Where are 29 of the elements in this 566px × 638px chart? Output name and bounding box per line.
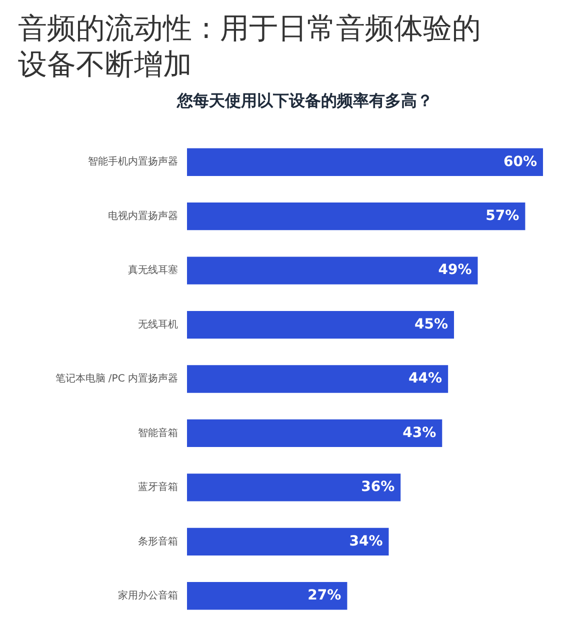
data-label: 57%: [486, 208, 520, 224]
y-tick-label: 无线耳机: [138, 318, 178, 330]
data-label: 27%: [308, 588, 342, 604]
chart-title: 音频的流动性 : 用于日常音频体验的设备不断增加: [18, 10, 482, 82]
data-label: 43%: [402, 424, 436, 441]
bar: [187, 148, 543, 176]
bar: [187, 528, 389, 556]
data-label: 45%: [414, 316, 448, 332]
data-label: 34%: [349, 533, 383, 550]
chart-subtitle: 您每天使用以下设备的频率有多高？: [177, 91, 433, 111]
data-label: 60%: [503, 154, 537, 170]
y-tick-label: 条形音箱: [138, 535, 178, 548]
bar: [187, 474, 401, 502]
bar: [187, 256, 478, 284]
bar: [187, 419, 442, 448]
bar: [187, 365, 448, 393]
bar: [187, 310, 454, 339]
y-tick-label: 笔记本电脑 /PC 内置扬声器: [55, 372, 178, 385]
y-tick-label: 智能音箱: [138, 426, 178, 439]
y-tick-label: 智能手机内置扬声器: [88, 156, 178, 168]
y-tick-label: 家用办公音箱: [118, 589, 178, 602]
data-label: 49%: [438, 262, 472, 278]
y-tick-label: 真无线耳塞: [128, 264, 178, 276]
y-tick-label: 蓝牙音箱: [138, 481, 178, 494]
bar: [187, 582, 348, 610]
data-label: 36%: [361, 479, 395, 496]
y-tick-label: 电视内置扬声器: [108, 210, 178, 222]
bar: [187, 202, 526, 230]
data-label: 44%: [408, 370, 442, 387]
